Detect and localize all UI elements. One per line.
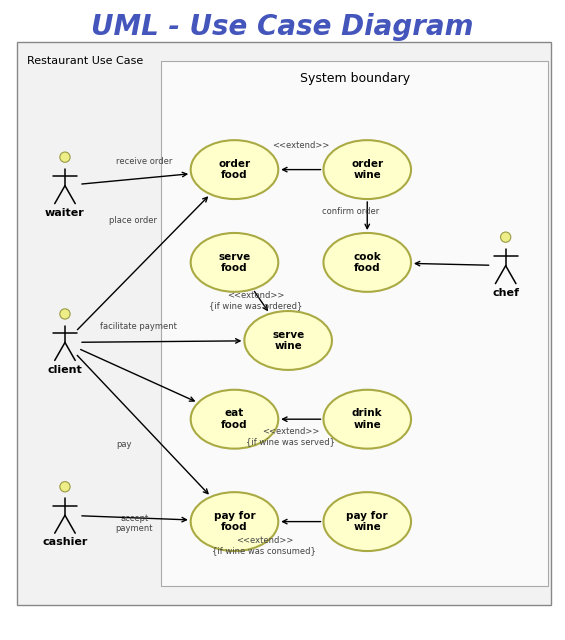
Text: pay for
food: pay for food <box>214 511 255 532</box>
Text: client: client <box>47 365 82 374</box>
Text: order
wine: order wine <box>351 159 383 180</box>
Ellipse shape <box>60 482 70 492</box>
Ellipse shape <box>244 311 332 370</box>
Text: confirm order: confirm order <box>321 207 379 216</box>
Ellipse shape <box>191 233 279 292</box>
Text: <<extend>>
{if wine was consumed}: <<extend>> {if wine was consumed} <box>212 536 316 555</box>
Text: receive order: receive order <box>116 157 172 166</box>
Text: waiter: waiter <box>45 208 85 218</box>
FancyBboxPatch shape <box>161 61 548 586</box>
Text: serve
food: serve food <box>218 252 251 273</box>
Ellipse shape <box>323 233 411 292</box>
Ellipse shape <box>323 492 411 551</box>
Text: serve
wine: serve wine <box>272 330 305 351</box>
Ellipse shape <box>191 492 279 551</box>
Ellipse shape <box>60 309 70 319</box>
Ellipse shape <box>191 390 279 449</box>
Text: <<extend>>
{if wine was served}: <<extend>> {if wine was served} <box>246 427 336 446</box>
Text: Restaurant Use Case: Restaurant Use Case <box>27 56 144 66</box>
Ellipse shape <box>323 390 411 449</box>
Text: UML - Use Case Diagram: UML - Use Case Diagram <box>92 13 473 41</box>
Text: accept
payment: accept payment <box>116 514 153 533</box>
Ellipse shape <box>60 152 70 163</box>
Text: pay: pay <box>116 440 132 449</box>
Text: System boundary: System boundary <box>300 72 410 84</box>
Ellipse shape <box>191 140 279 199</box>
Text: eat
food: eat food <box>221 408 248 430</box>
Ellipse shape <box>501 232 511 243</box>
Text: pay for
wine: pay for wine <box>346 511 388 532</box>
Text: facilitate payment: facilitate payment <box>100 322 177 331</box>
Text: <<extend>>: <<extend>> <box>272 141 330 150</box>
Text: order
food: order food <box>219 159 250 180</box>
Text: chef: chef <box>492 288 519 298</box>
Ellipse shape <box>323 140 411 199</box>
Text: cashier: cashier <box>42 538 88 547</box>
FancyBboxPatch shape <box>17 42 551 605</box>
Text: cook
food: cook food <box>353 252 381 273</box>
Text: drink
wine: drink wine <box>352 408 383 430</box>
Text: <<extend>>
{if wine was ordered}: <<extend>> {if wine was ordered} <box>209 291 303 310</box>
Text: place order: place order <box>109 216 157 225</box>
